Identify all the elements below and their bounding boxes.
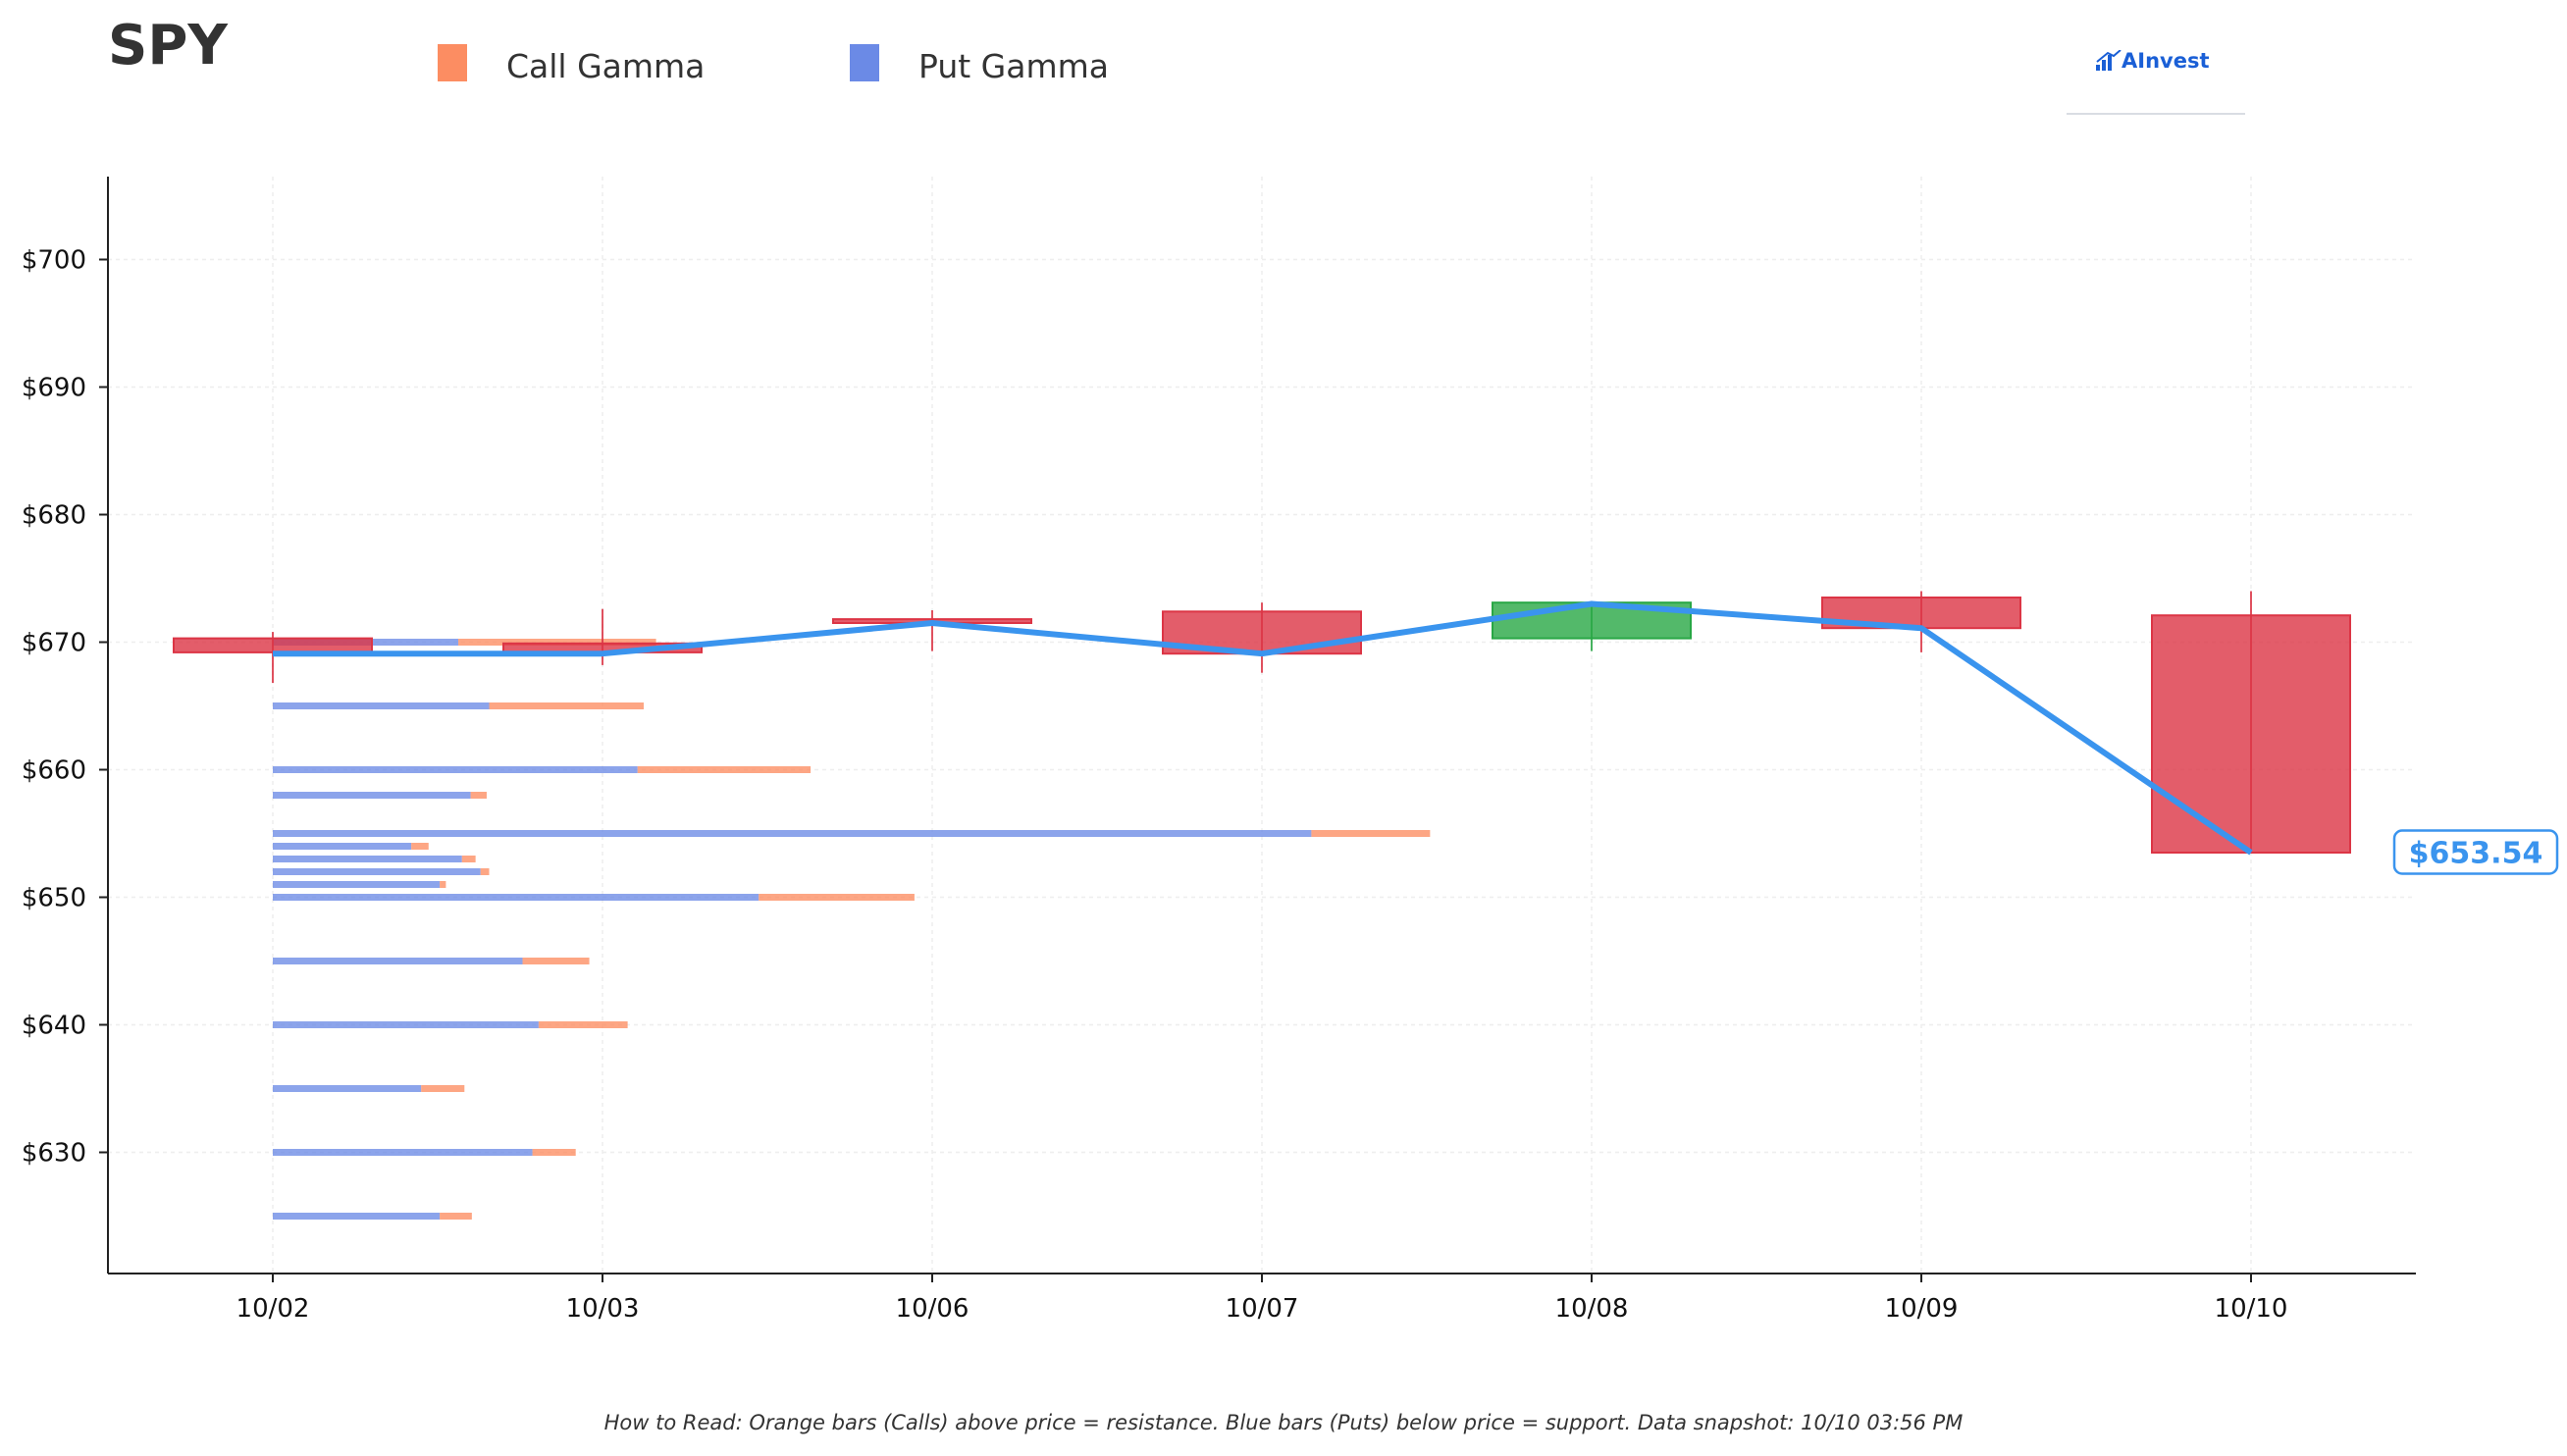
brand-logo: AInvest <box>2096 49 2210 73</box>
put-gamma-bar <box>273 843 412 850</box>
put-gamma-bar <box>273 792 471 799</box>
call-gamma-swatch <box>438 43 467 81</box>
call-gamma-bar <box>480 868 490 875</box>
call-gamma-bar <box>458 639 656 646</box>
call-gamma-bar <box>411 843 429 850</box>
call-gamma-bar <box>470 792 487 799</box>
legend-put-gamma: Put Gamma <box>850 39 1109 85</box>
put-gamma-swatch <box>850 43 879 81</box>
y-tick-label: $690 <box>22 374 86 403</box>
legend-label-put: Put Gamma <box>918 47 1109 85</box>
call-gamma-bar <box>421 1085 465 1092</box>
bars-logo-icon <box>2096 50 2122 71</box>
candle-body <box>173 637 373 653</box>
last-price-tag <box>2392 829 2559 875</box>
y-tick-label: $680 <box>22 501 86 531</box>
price-line <box>273 600 2253 856</box>
put-gamma-bar <box>273 830 1312 837</box>
y-tick-label: $670 <box>22 629 86 658</box>
x-tick-label: 10/03 <box>566 1294 640 1324</box>
call-gamma-bar <box>1311 830 1431 837</box>
call-gamma-bar <box>461 856 476 862</box>
put-gamma-bar <box>273 881 441 888</box>
put-gamma-bar <box>273 958 523 964</box>
legend-call-gamma: Call Gamma <box>438 39 705 85</box>
call-gamma-bar <box>440 881 446 888</box>
call-gamma-bar <box>637 766 812 773</box>
x-tick-label: 10/07 <box>1226 1294 1299 1324</box>
x-tick-label: 10/09 <box>1885 1294 1959 1324</box>
call-gamma-bar <box>440 1213 472 1220</box>
put-gamma-bar <box>273 868 481 875</box>
call-gamma-bar <box>538 1021 628 1028</box>
put-gamma-bar <box>273 1021 539 1028</box>
y-tick-label: $650 <box>22 884 86 913</box>
y-tick-label: $660 <box>22 756 86 786</box>
put-gamma-bar <box>273 1149 533 1156</box>
candlestick-gamma-chart: $630 $640 $650 $660 $670 $680 $690 $700 10/02 10/… <box>22 177 2559 1324</box>
x-tick-label: 10/06 <box>896 1294 969 1324</box>
x-tick-label: 10/10 <box>2215 1294 2288 1324</box>
call-gamma-bar <box>759 894 915 901</box>
x-tick-label: 10/08 <box>1555 1294 1629 1324</box>
call-gamma-bar <box>532 1149 576 1156</box>
brand-divider <box>2067 113 2245 115</box>
put-gamma-bar <box>273 1213 441 1220</box>
x-tick-label: 10/02 <box>236 1294 310 1324</box>
footer-note: How to Read: Orange bars (Calls) above p… <box>603 1411 1964 1434</box>
brand-name: AInvest <box>2122 49 2210 73</box>
call-gamma-bar <box>489 702 644 709</box>
put-gamma-bar <box>273 894 760 901</box>
ticker-title: SPY <box>108 14 228 78</box>
y-tick-label: $640 <box>22 1012 86 1041</box>
put-gamma-bar <box>273 856 462 862</box>
call-gamma-bar <box>522 958 590 964</box>
candle-body <box>2151 614 2351 855</box>
put-gamma-bar <box>273 1085 422 1092</box>
put-gamma-bar <box>273 766 638 773</box>
put-gamma-bar <box>273 702 490 709</box>
y-tick-label: $630 <box>22 1139 86 1169</box>
legend-label-call: Call Gamma <box>506 47 706 85</box>
y-tick-label: $700 <box>22 246 86 276</box>
last-price-label: $653.54 <box>2409 836 2543 870</box>
